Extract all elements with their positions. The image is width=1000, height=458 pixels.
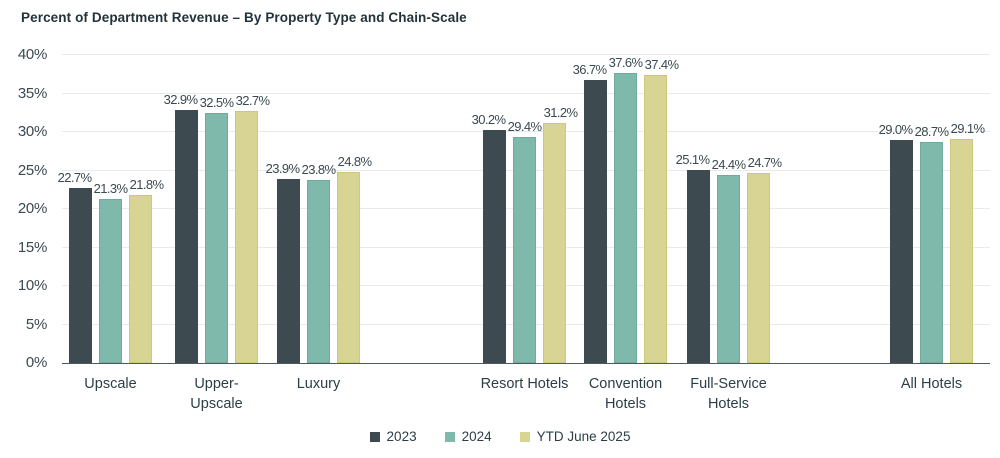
bar-value-label: 32.5% bbox=[199, 94, 234, 110]
bar-ytd-june-2025 bbox=[129, 195, 152, 363]
bar-ytd-june-2025 bbox=[950, 138, 973, 363]
bar-value-label: 23.8% bbox=[301, 161, 336, 177]
bar-2024 bbox=[920, 142, 943, 363]
gridline-30% bbox=[62, 131, 990, 132]
x-tick-label-upper-upscale: Upper-Upscale bbox=[190, 376, 243, 412]
bar-group-luxury: 23.9% 23.8% 24.8% bbox=[266, 55, 372, 363]
bar-2023 bbox=[584, 80, 607, 363]
y-tick-label: 15% bbox=[17, 238, 47, 256]
bar-value-label: 36.7% bbox=[572, 62, 607, 78]
bar-value-label: 29.0% bbox=[878, 121, 913, 137]
x-tick-label-convention-hotels: Convention Hotels bbox=[588, 376, 663, 412]
bar-2024 bbox=[205, 112, 228, 363]
legend-label: 2024 bbox=[461, 429, 492, 444]
y-tick-label: 25% bbox=[17, 161, 47, 179]
x-tick-label-resort-hotels: Resort Hotels bbox=[480, 376, 569, 392]
gridline-40% bbox=[62, 54, 990, 55]
bar-value-label: 32.7% bbox=[235, 93, 270, 109]
bar-value-label: 31.2% bbox=[543, 104, 578, 120]
gridline-35% bbox=[62, 92, 990, 94]
x-tick-label-all-hotels: All Hotels bbox=[900, 376, 963, 392]
chart-title: Percent of Department Revenue – By Prope… bbox=[21, 10, 467, 25]
bar-2023 bbox=[69, 188, 92, 363]
bar-2024 bbox=[717, 175, 740, 363]
bar-value-label: 24.7% bbox=[747, 154, 782, 170]
bar-ytd-june-2025 bbox=[235, 111, 258, 363]
bar-value-label: 24.4% bbox=[711, 157, 746, 173]
bar-group-full-service-hotels: 25.1% 24.4% 24.7% bbox=[676, 55, 782, 363]
y-tick-label: 20% bbox=[17, 200, 47, 217]
y-tick-label: 35% bbox=[17, 84, 47, 102]
bar-value-label: 24.8% bbox=[337, 154, 372, 170]
bar-group-all-hotels: 29.0% 28.7% 29.1% bbox=[879, 55, 985, 363]
y-tick-label: 30% bbox=[17, 123, 47, 140]
bar-group-resort-hotels: 30.2% 29.4% 31.2% bbox=[472, 55, 578, 363]
legend-swatch-icon bbox=[369, 431, 380, 442]
y-tick-label: 10% bbox=[17, 277, 47, 294]
x-tick-label-upscale: Upscale bbox=[84, 376, 137, 392]
bar-value-label: 29.4% bbox=[507, 118, 542, 134]
bar-2023 bbox=[483, 130, 506, 363]
bar-2024 bbox=[307, 179, 330, 363]
bar-group-upscale: 22.7% 21.3% 21.8% bbox=[58, 55, 164, 363]
bar-2023 bbox=[277, 178, 300, 363]
x-axis-line bbox=[62, 362, 990, 364]
bar-group-upper-upscale: 32.9% 32.5% 32.7% bbox=[164, 55, 270, 363]
bar-value-label: 29.1% bbox=[950, 120, 985, 136]
bar-value-label: 37.4% bbox=[644, 57, 679, 73]
bar-value-label: 23.9% bbox=[265, 160, 300, 176]
bar-value-label: 30.2% bbox=[471, 112, 506, 128]
plot-area: 22.7% 21.3% 21.8% 32.9% 32.5% 32.7% 23.9% 23.8%… bbox=[58, 54, 990, 364]
bar-value-label: 28.7% bbox=[914, 124, 949, 140]
x-tick-label-luxury: Luxury bbox=[296, 376, 341, 392]
legend-label: 2023 bbox=[386, 429, 417, 444]
bar-2024 bbox=[99, 199, 122, 363]
legend-item-2023: 2023 bbox=[369, 429, 417, 444]
bar-2023 bbox=[175, 109, 198, 363]
bar-ytd-june-2025 bbox=[747, 172, 770, 363]
legend-swatch-icon bbox=[444, 431, 455, 442]
y-tick-label: 5% bbox=[25, 315, 47, 333]
bar-value-label: 21.3% bbox=[93, 181, 128, 196]
y-tick-label: 0% bbox=[25, 354, 47, 371]
legend-label: YTD June 2025 bbox=[536, 429, 631, 444]
legend-item-2024: 2024 bbox=[444, 429, 492, 444]
bar-value-label: 25.1% bbox=[675, 151, 710, 167]
legend: 2023 2024 YTD June 2025 bbox=[0, 429, 1000, 444]
legend-item-ytd-june-2025: YTD June 2025 bbox=[519, 429, 631, 444]
bar-2024 bbox=[513, 136, 536, 363]
bar-value-label: 21.8% bbox=[129, 177, 164, 193]
y-tick-label: 40% bbox=[17, 46, 47, 63]
bar-ytd-june-2025 bbox=[337, 172, 360, 363]
legend-swatch-icon bbox=[519, 431, 530, 442]
bar-2023 bbox=[687, 169, 710, 363]
bar-2023 bbox=[890, 139, 913, 363]
bar-ytd-june-2025 bbox=[644, 75, 667, 363]
x-tick-label-full-service-hotels: Full-Service Hotels bbox=[690, 376, 767, 412]
bar-2024 bbox=[614, 73, 637, 363]
bar-ytd-june-2025 bbox=[543, 122, 566, 363]
bar-value-label: 32.9% bbox=[163, 91, 198, 107]
bar-value-label: 22.7% bbox=[57, 170, 92, 186]
bar-value-label: 37.6% bbox=[608, 55, 643, 71]
bar-group-convention-hotels: 36.7% 37.6% 37.4% bbox=[573, 55, 679, 363]
